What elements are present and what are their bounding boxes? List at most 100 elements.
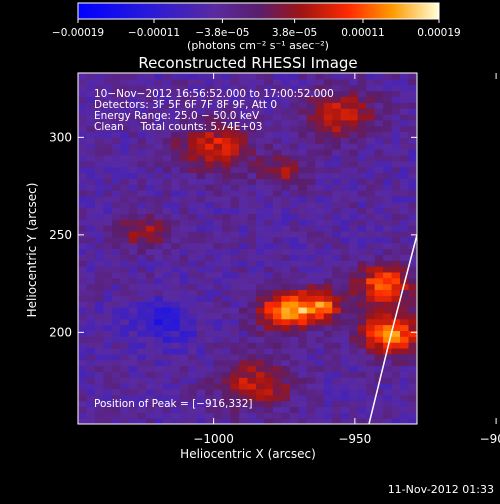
heatmap-cell <box>171 125 181 133</box>
heatmap-cell <box>247 73 257 80</box>
heatmap-cell <box>103 289 113 296</box>
heatmap-cell <box>383 330 393 337</box>
heatmap-cell <box>315 318 325 326</box>
heatmap-cell <box>103 236 113 244</box>
heatmap-cell <box>349 184 359 191</box>
heatmap-cell <box>222 113 232 121</box>
heatmap-cell <box>315 242 325 250</box>
heatmap-cell <box>323 260 333 267</box>
heatmap-cell <box>332 207 342 214</box>
heatmap-cell <box>239 236 249 244</box>
heatmap-cell <box>323 236 333 244</box>
heatmap-cell <box>196 418 206 424</box>
heatmap-cell <box>255 412 266 419</box>
heatmap-cell <box>154 371 164 378</box>
heatmap-cell <box>272 377 282 384</box>
heatmap-cell <box>162 154 172 162</box>
heatmap-cell <box>213 283 223 291</box>
heatmap-cell <box>120 90 130 97</box>
heatmap-cell <box>383 289 393 296</box>
heatmap-cell <box>247 307 257 314</box>
heatmap-cell <box>408 394 417 402</box>
heatmap-cell <box>298 108 308 115</box>
heatmap-cell <box>281 113 291 121</box>
heatmap-cell <box>247 248 257 255</box>
heatmap-cell <box>171 388 181 396</box>
heatmap-cell <box>188 207 198 214</box>
heatmap-cell <box>86 406 96 413</box>
heatmap-cell <box>255 219 266 226</box>
heatmap-cell <box>408 353 417 361</box>
heatmap-cell <box>239 131 249 138</box>
heatmap-cell <box>120 201 130 209</box>
heatmap-cell <box>145 353 155 361</box>
heatmap-cell <box>205 166 215 174</box>
heatmap-cell <box>213 254 223 261</box>
heatmap-cell <box>408 78 417 86</box>
heatmap-cell <box>323 125 333 133</box>
heatmap-cell <box>137 160 147 168</box>
heatmap-cell <box>391 113 401 121</box>
heatmap-cell <box>145 324 155 331</box>
heatmap-cell <box>349 418 359 424</box>
heatmap-cell <box>239 377 249 384</box>
heatmap-cell <box>247 201 257 209</box>
heatmap-cell <box>128 383 138 390</box>
heatmap-cell <box>255 143 266 150</box>
heatmap-cell <box>306 201 316 209</box>
heatmap-cell <box>264 318 274 326</box>
heatmap-cell <box>272 242 282 250</box>
heatmap-cell <box>272 301 282 308</box>
heatmap-cell <box>205 201 215 209</box>
heatmap-cell <box>391 283 401 291</box>
heatmap-cell <box>408 236 417 244</box>
heatmap-cell <box>86 184 96 191</box>
heatmap-cell <box>281 400 291 408</box>
heatmap-cell <box>264 90 274 97</box>
heatmap-cell <box>120 277 130 285</box>
heatmap-cell <box>78 213 88 220</box>
heatmap-cell <box>281 248 291 255</box>
heatmap-cell <box>120 324 130 331</box>
heatmap-cell <box>264 412 274 419</box>
heatmap-cell <box>137 184 147 191</box>
heatmap-cell <box>400 330 410 337</box>
heatmap-cell <box>239 383 249 390</box>
heatmap-cell <box>281 406 291 413</box>
heatmap-cell <box>162 342 172 349</box>
heatmap-cell <box>391 178 401 185</box>
heatmap-cell <box>366 388 376 396</box>
heatmap-cell <box>255 359 266 367</box>
heatmap-cell <box>230 336 240 343</box>
heatmap-cell <box>289 342 299 349</box>
heatmap-cell <box>391 347 401 355</box>
heatmap-cell <box>230 394 240 402</box>
heatmap-cell <box>179 195 189 203</box>
heatmap-cell <box>213 178 223 185</box>
heatmap-cell <box>298 248 308 255</box>
heatmap-cell <box>357 353 367 361</box>
heatmap-cell <box>103 295 113 302</box>
heatmap-cell <box>205 149 215 156</box>
heatmap-cell <box>145 347 155 355</box>
heatmap-cell <box>145 154 155 162</box>
heatmap-cell <box>264 201 274 209</box>
heatmap-cell <box>103 108 113 115</box>
heatmap-cell <box>366 301 376 308</box>
heatmap-cell <box>120 207 130 214</box>
heatmap-cell <box>289 400 299 408</box>
heatmap-cell <box>323 73 333 80</box>
heatmap-cell <box>332 283 342 291</box>
heatmap-cell <box>137 225 147 232</box>
heatmap-cell <box>323 400 333 408</box>
heatmap-cell <box>272 225 282 232</box>
heatmap-cell <box>332 371 342 378</box>
heatmap-cell <box>94 383 105 390</box>
heatmap-cell <box>222 388 232 396</box>
heatmap-cell <box>255 388 266 396</box>
heatmap-cell <box>128 365 138 372</box>
heatmap-cell <box>145 172 155 179</box>
heatmap-cell <box>315 283 325 291</box>
heatmap-cell <box>179 184 189 191</box>
heatmap-cell <box>400 283 410 291</box>
